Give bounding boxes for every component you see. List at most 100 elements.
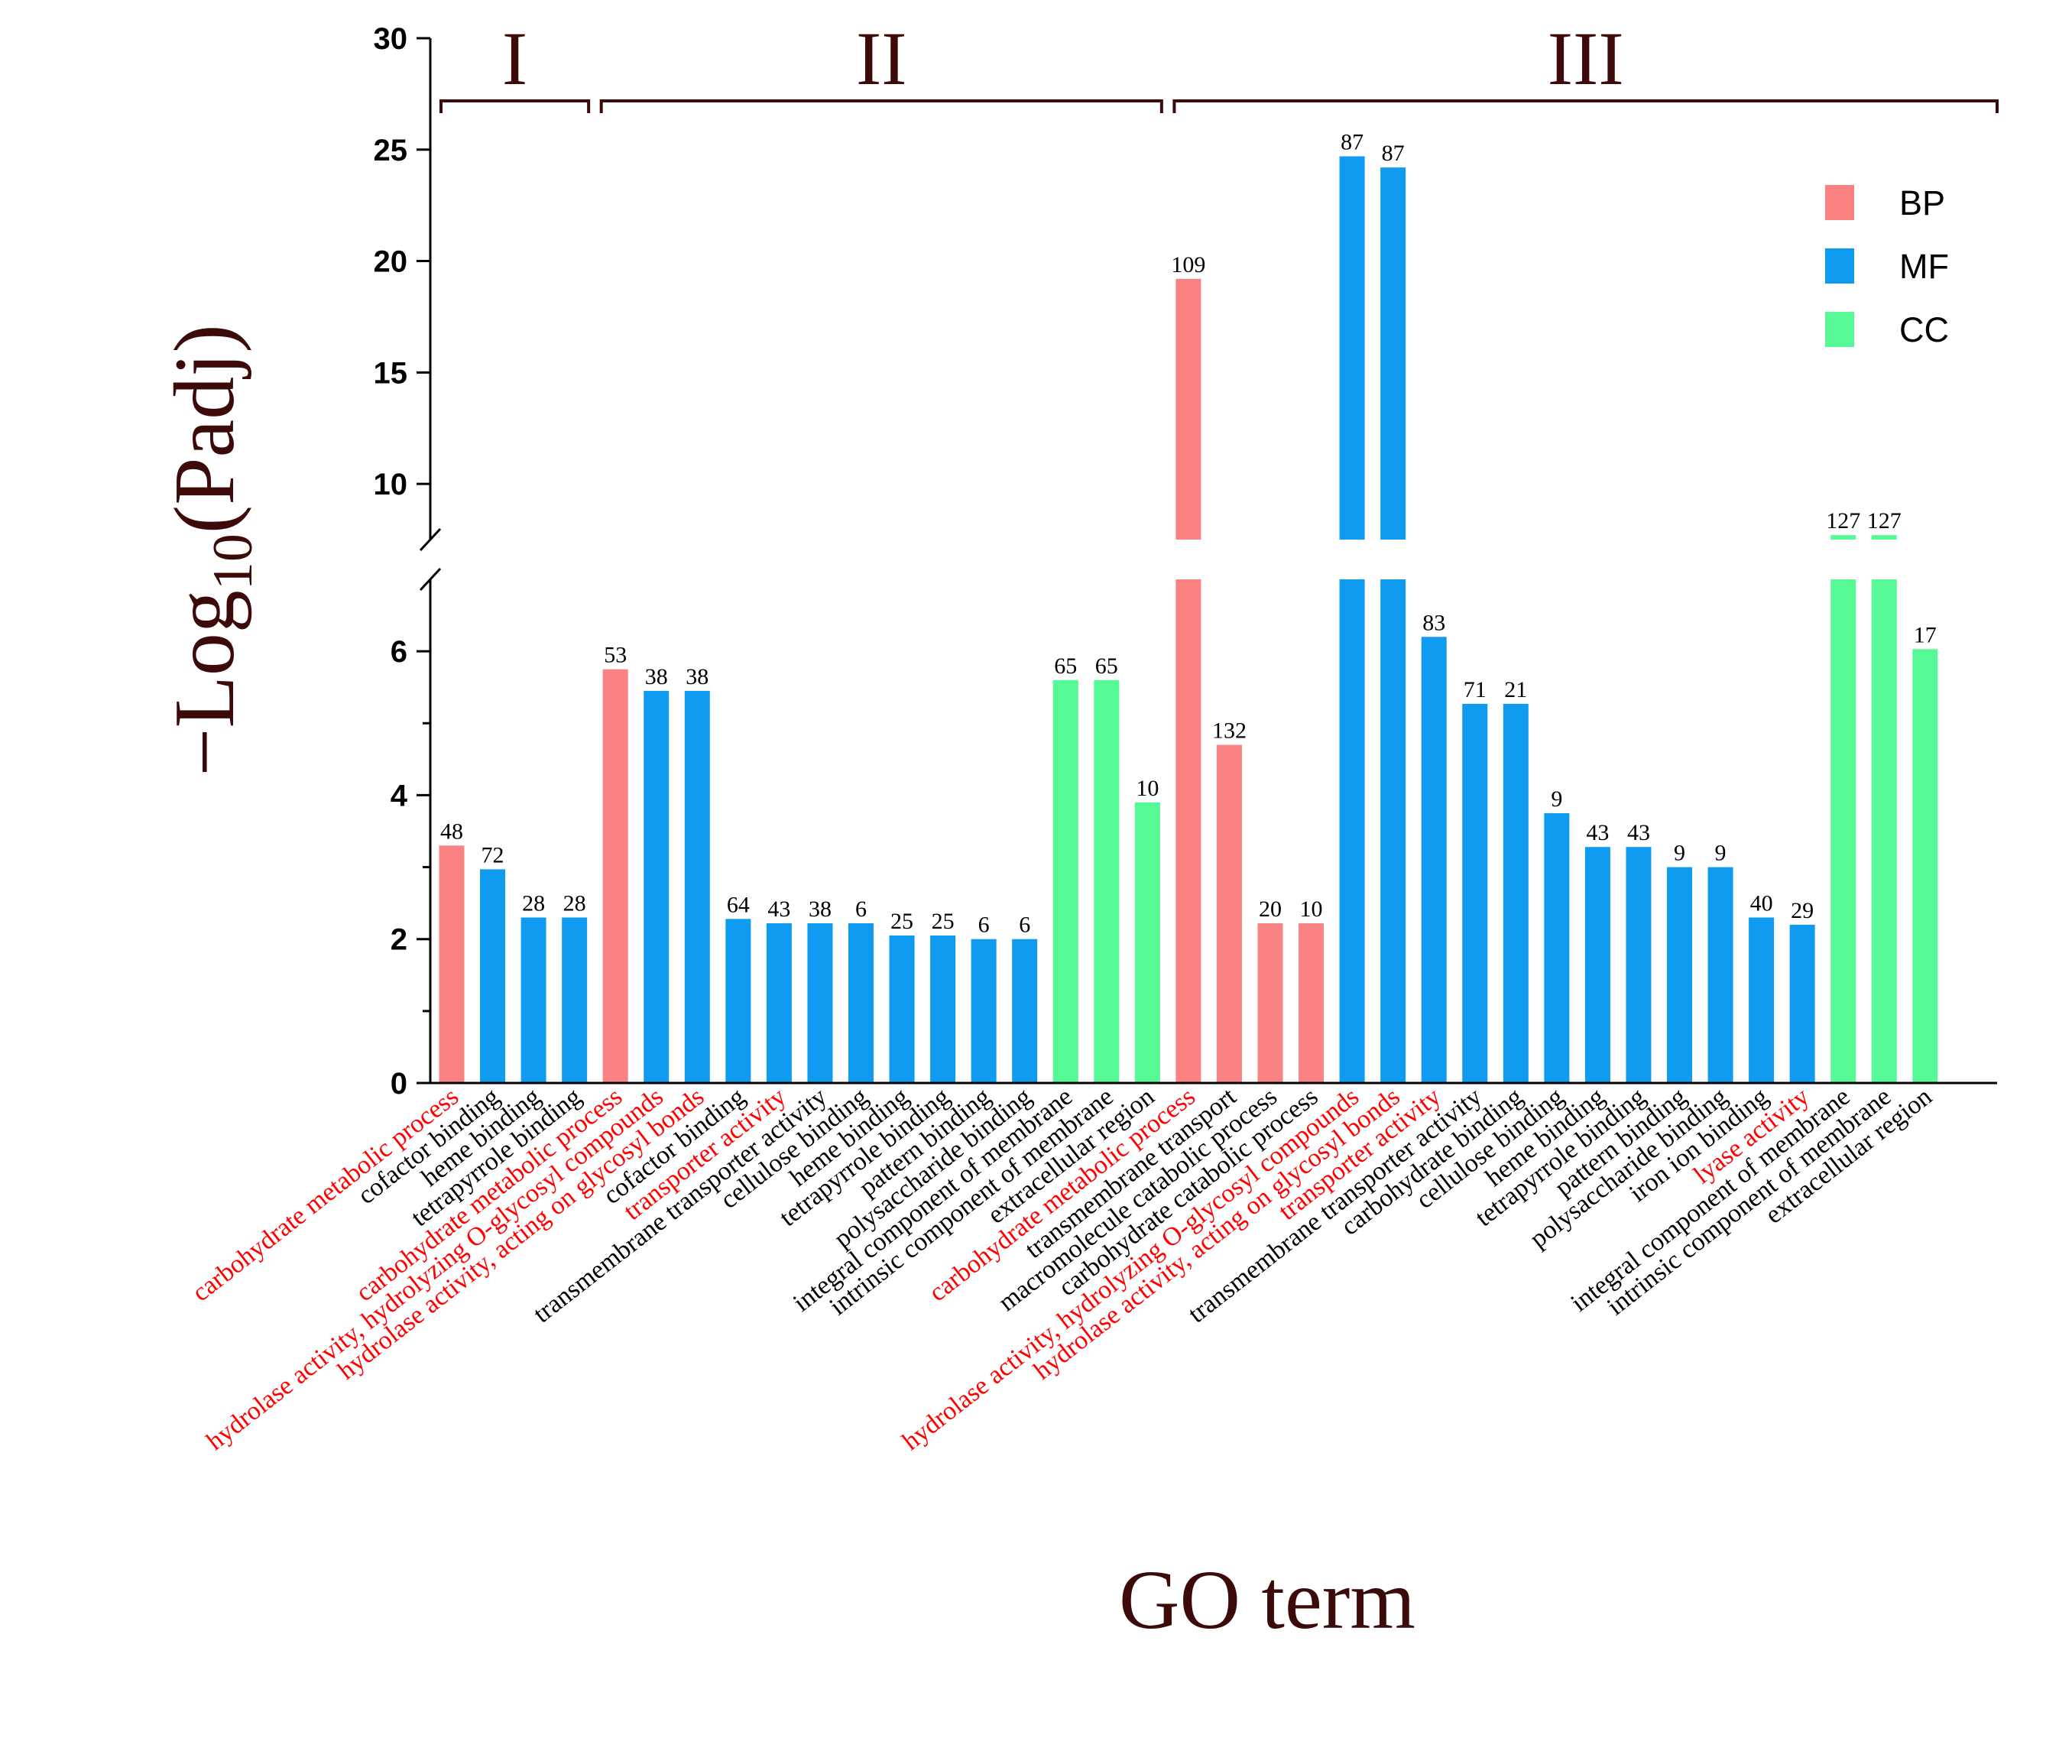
y-tick-label: 2 [391, 923, 407, 957]
axis-break-mark [419, 527, 442, 552]
x-axis-title: GO term [1119, 1553, 1415, 1646]
legend-label-cc: CC [1899, 310, 1949, 349]
y-tick-label: 25 [374, 134, 408, 167]
bar-mf [1012, 939, 1038, 1083]
bar-value-label: 9 [1551, 786, 1562, 812]
legend-swatch-bp [1825, 185, 1854, 220]
bar-mf [971, 939, 997, 1083]
bar-value-label: 127 [1826, 508, 1860, 533]
group-label: I [502, 16, 527, 101]
y-axis-title: −Log10(Padj) [157, 324, 264, 776]
legend-swatch-mf [1825, 248, 1854, 284]
bar-cc-lower [1871, 579, 1897, 1083]
bar-value-label: 6 [855, 897, 867, 922]
bar-mf [480, 869, 506, 1083]
bar-value-label: 20 [1259, 897, 1282, 922]
bar-value-label: 109 [1171, 252, 1205, 277]
bar-value-label: 127 [1867, 508, 1902, 533]
group-bracket-line [439, 99, 591, 113]
axes-layer: 0 2 4 6 10 15 20 25 30 [374, 22, 1997, 1101]
bar-value-label: 48 [440, 819, 463, 844]
y-tick-label: 6 [391, 635, 407, 669]
bar-cc-upper [1871, 535, 1897, 540]
bar-value-label: 83 [1422, 610, 1445, 635]
bar-mf-upper [1380, 167, 1406, 540]
group-label: III [1548, 16, 1624, 101]
bar-mf [1544, 812, 1570, 1083]
bar-cc [1094, 679, 1120, 1083]
bar-value-label: 43 [1586, 820, 1609, 845]
bar-value-label: 10 [1300, 897, 1323, 922]
bar-value-label: 28 [563, 890, 586, 916]
legend-label-bp: BP [1899, 183, 1945, 222]
bar-mf [1462, 703, 1488, 1083]
legend: BP MF CC [1825, 183, 1949, 349]
y-tick-label: 20 [374, 245, 408, 279]
y-tick-label: 4 [391, 779, 408, 812]
y-tick-label: 30 [374, 22, 408, 56]
bar-mf [520, 917, 546, 1083]
bar-value-label: 87 [1382, 141, 1405, 166]
bar-mf [562, 917, 588, 1083]
y-tick-label: 10 [374, 468, 408, 501]
bar-value-label: 10 [1136, 776, 1159, 801]
y-tick-label: 15 [374, 356, 408, 390]
bar-mf [1667, 867, 1692, 1083]
bar-mf [1421, 637, 1447, 1083]
bar-bp [602, 669, 628, 1083]
bar-mf-lower [1380, 579, 1406, 1083]
bar-value-label: 6 [978, 913, 990, 938]
bar-mf [766, 923, 792, 1083]
bar-value-label: 43 [1627, 820, 1650, 845]
bar-bp-lower [1175, 579, 1201, 1083]
group-bracket-line [599, 99, 1163, 113]
bar-value-label: 29 [1791, 898, 1814, 923]
bar-value-label: 87 [1341, 130, 1363, 155]
legend-swatch-cc [1825, 312, 1854, 347]
bar-mf [644, 690, 670, 1083]
bar-mf [848, 923, 874, 1083]
axis-break-mark [419, 567, 442, 592]
bar-cc [1134, 802, 1160, 1083]
bars-layer [439, 156, 1938, 1083]
bar-value-label: 9 [1715, 841, 1727, 866]
group-bracket-line [1172, 99, 1999, 113]
bar-value-label: 38 [809, 897, 832, 922]
bar-value-label: 9 [1674, 841, 1685, 866]
bar-mf [1749, 917, 1775, 1083]
bar-bp [1299, 923, 1325, 1083]
bar-value-label: 38 [645, 664, 668, 689]
bar-cc [1912, 649, 1938, 1083]
bar-mf [1707, 867, 1733, 1083]
legend-label-mf: MF [1899, 247, 1949, 286]
bar-mf-lower [1339, 579, 1365, 1083]
bar-mf [1789, 924, 1815, 1083]
bar-value-label: 43 [767, 897, 790, 922]
bar-mf [684, 690, 710, 1083]
bar-mf [1503, 703, 1529, 1083]
bar-bp [439, 845, 465, 1083]
group-brackets: I II III [439, 16, 1999, 113]
bar-value-label: 38 [686, 664, 709, 689]
bar-mf [930, 936, 956, 1083]
bar-bp [1216, 744, 1242, 1083]
bar-mf [1584, 847, 1610, 1083]
bar-value-label: 64 [727, 892, 750, 917]
bar-value-label: 6 [1019, 913, 1030, 938]
bar-value-label: 25 [932, 909, 955, 934]
bar-value-label: 28 [522, 890, 545, 916]
bar-mf [807, 923, 833, 1083]
bar-value-label: 65 [1054, 653, 1077, 679]
group-label: II [856, 16, 907, 101]
bar-cc-upper [1830, 535, 1856, 540]
y-tick-label: 0 [391, 1067, 407, 1101]
bar-mf [1626, 847, 1652, 1083]
bar-value-label: 21 [1504, 677, 1527, 702]
bar-mf [725, 919, 751, 1083]
bar-value-label: 71 [1464, 677, 1487, 702]
bar-mf [889, 936, 915, 1083]
bar-value-label: 132 [1212, 718, 1247, 744]
